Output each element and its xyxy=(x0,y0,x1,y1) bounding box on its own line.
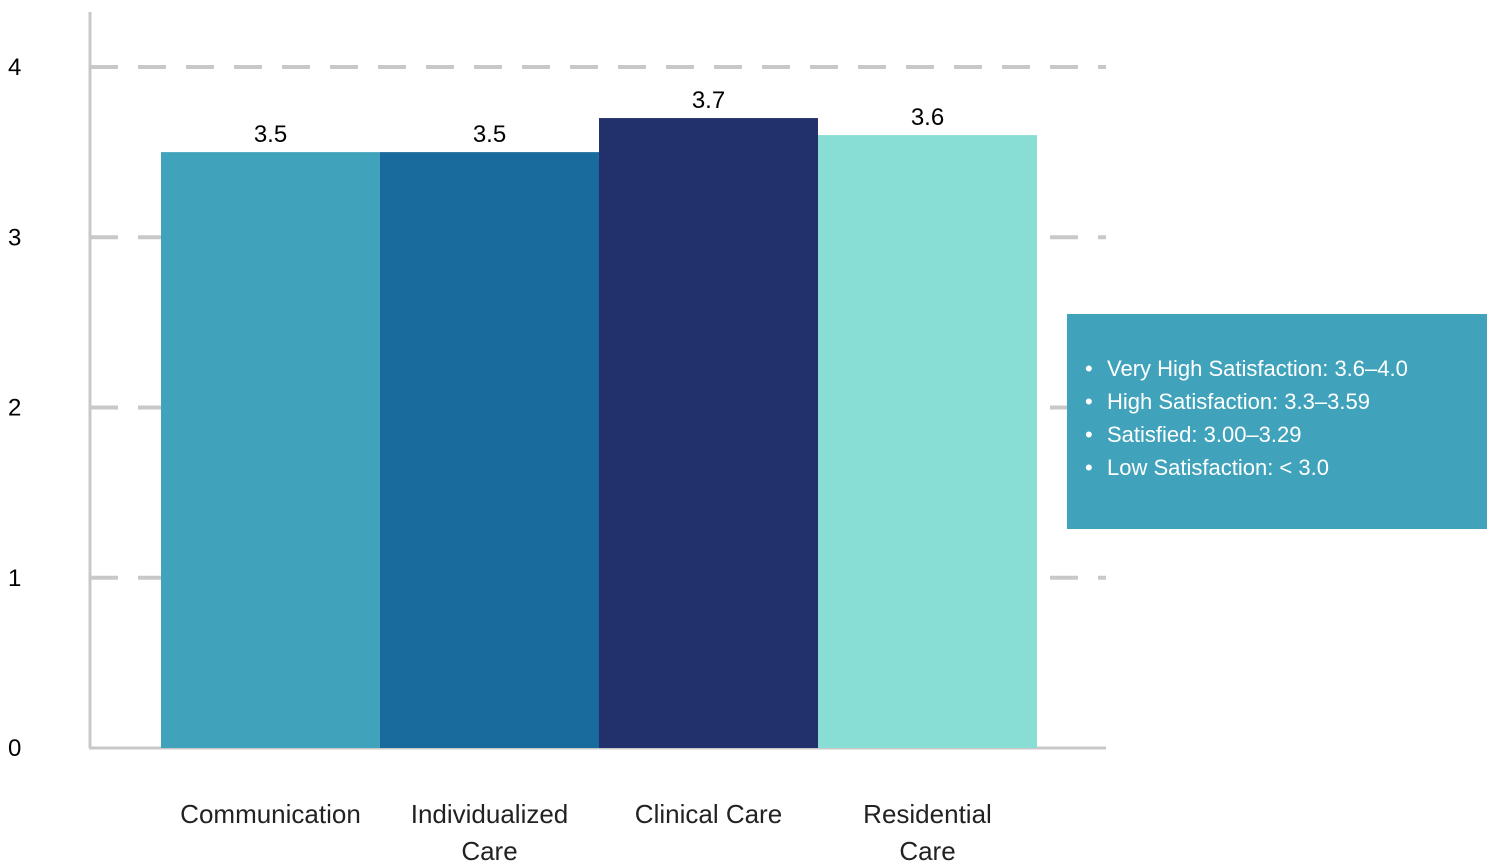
y-tick-labels: 0 1 2 3 4 xyxy=(8,54,21,762)
bars xyxy=(161,118,1037,749)
x-tick-label-line: Communication xyxy=(180,799,361,829)
y-tick-label: 4 xyxy=(8,54,21,81)
data-label: 3.6 xyxy=(911,104,944,131)
data-label: 3.5 xyxy=(254,121,287,148)
x-tick-label: Individualized Care xyxy=(411,799,569,866)
x-tick-label-line: Care xyxy=(899,836,955,866)
x-tick-label-line: Individualized xyxy=(411,799,569,829)
y-tick-label: 0 xyxy=(8,735,21,762)
category-labels: Communication Individualized Care Clinical … xyxy=(180,799,992,866)
bullet-icon: • xyxy=(1085,422,1093,447)
value-labels: 3.5 3.5 3.7 3.6 xyxy=(254,87,944,148)
legend-item-label: Very High Satisfaction: 3.6–4.0 xyxy=(1107,356,1408,381)
legend-item: • Satisfied: 3.00–3.29 xyxy=(1085,418,1487,451)
bullet-icon: • xyxy=(1085,455,1093,480)
legend-item-label: Satisfied: 3.00–3.29 xyxy=(1107,422,1302,447)
y-tick-label: 1 xyxy=(8,565,21,592)
x-tick-label: Clinical Care xyxy=(635,799,782,829)
bar xyxy=(161,152,380,748)
legend-box: • Very High Satisfaction: 3.6–4.0 • High… xyxy=(1067,314,1487,529)
legend-item-label: Low Satisfaction: < 3.0 xyxy=(1107,455,1329,480)
bullet-icon: • xyxy=(1085,356,1093,381)
data-label: 3.5 xyxy=(473,121,506,148)
x-tick-label: Residential Care xyxy=(863,799,992,866)
legend-item: • High Satisfaction: 3.3–3.59 xyxy=(1085,385,1487,418)
y-tick-label: 2 xyxy=(8,395,21,422)
legend-item-label: High Satisfaction: 3.3–3.59 xyxy=(1107,389,1370,414)
legend-item: • Low Satisfaction: < 3.0 xyxy=(1085,451,1487,484)
legend-item: • Very High Satisfaction: 3.6–4.0 xyxy=(1085,352,1487,385)
bar xyxy=(818,135,1037,749)
data-label: 3.7 xyxy=(692,87,725,114)
x-tick-label-line: Residential xyxy=(863,799,992,829)
bar xyxy=(380,152,599,748)
bullet-icon: • xyxy=(1085,389,1093,414)
x-tick-label-line: Clinical Care xyxy=(635,799,782,829)
x-tick-label-line: Care xyxy=(461,836,517,866)
x-tick-label: Communication xyxy=(180,799,361,829)
y-tick-label: 3 xyxy=(8,224,21,251)
legend-list: • Very High Satisfaction: 3.6–4.0 • High… xyxy=(1085,352,1487,484)
bar xyxy=(599,118,818,748)
